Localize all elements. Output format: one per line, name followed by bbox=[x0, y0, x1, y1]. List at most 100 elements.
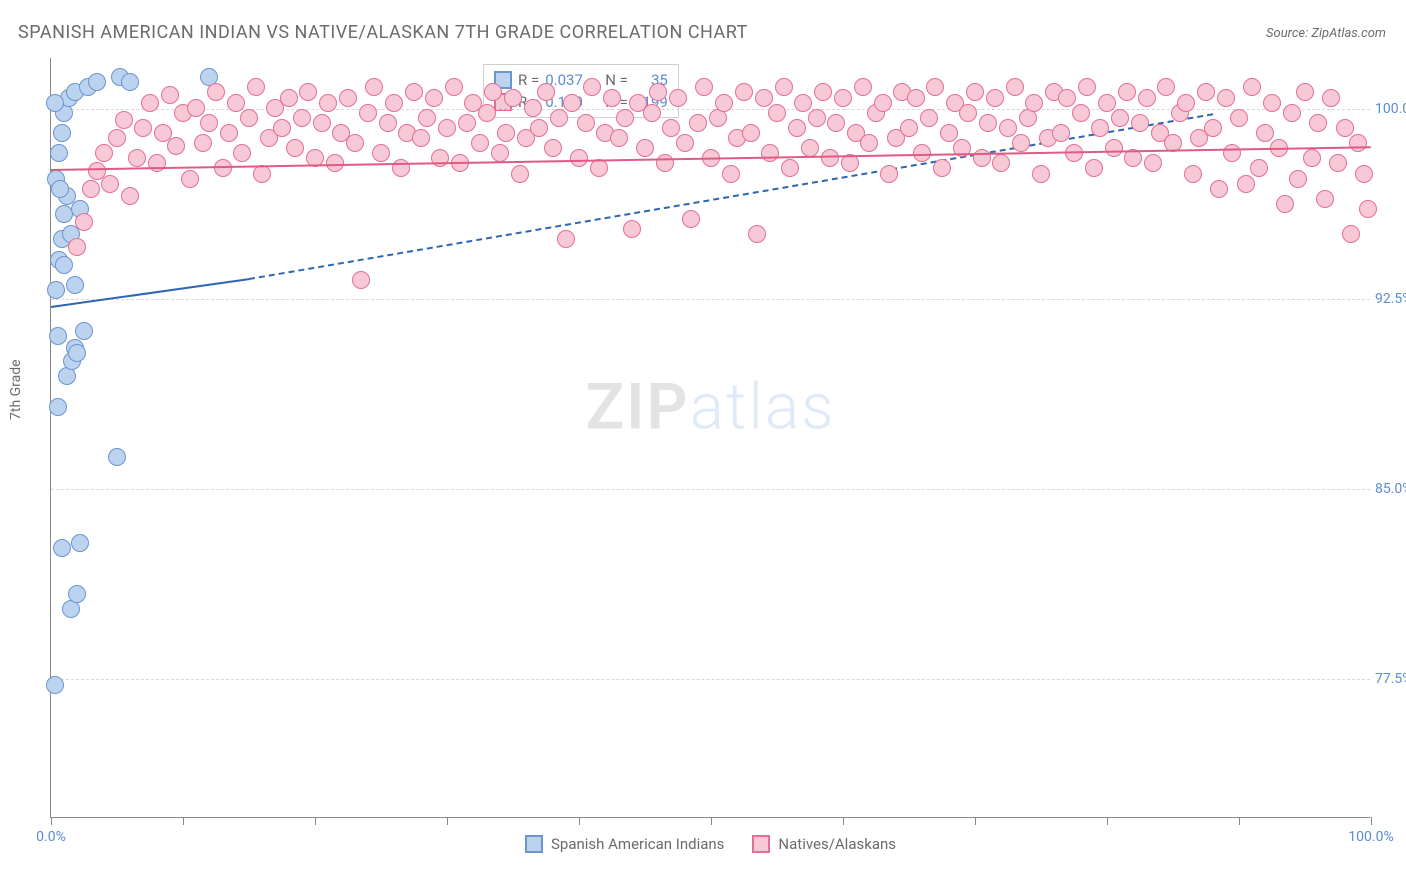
scatter-point bbox=[200, 114, 218, 132]
scatter-point bbox=[194, 134, 212, 152]
scatter-point bbox=[134, 119, 152, 137]
scatter-point bbox=[1138, 89, 1156, 107]
scatter-point bbox=[418, 109, 436, 127]
scatter-point bbox=[128, 149, 146, 167]
scatter-point bbox=[768, 104, 786, 122]
scatter-point bbox=[907, 89, 925, 107]
scatter-point bbox=[445, 78, 463, 96]
scatter-point bbox=[682, 210, 700, 228]
scatter-point bbox=[319, 94, 337, 112]
xtick bbox=[975, 817, 976, 825]
scatter-point bbox=[623, 220, 641, 238]
scatter-point bbox=[1157, 78, 1175, 96]
scatter-point bbox=[1329, 154, 1347, 172]
scatter-point bbox=[1210, 180, 1228, 198]
scatter-point bbox=[46, 676, 64, 694]
xtick bbox=[579, 817, 580, 825]
scatter-point bbox=[346, 134, 364, 152]
scatter-point bbox=[233, 144, 251, 162]
scatter-point bbox=[992, 154, 1010, 172]
scatter-point bbox=[1204, 119, 1222, 137]
scatter-point bbox=[1237, 175, 1255, 193]
scatter-point bbox=[1256, 124, 1274, 142]
scatter-point bbox=[280, 89, 298, 107]
scatter-point bbox=[53, 124, 71, 142]
scatter-point bbox=[161, 86, 179, 104]
scatter-point bbox=[115, 111, 133, 129]
scatter-point bbox=[66, 276, 84, 294]
scatter-point bbox=[636, 139, 654, 157]
scatter-point bbox=[781, 159, 799, 177]
scatter-point bbox=[689, 114, 707, 132]
scatter-point bbox=[1184, 165, 1202, 183]
scatter-point bbox=[68, 238, 86, 256]
legend-swatch bbox=[752, 835, 770, 853]
xtick bbox=[315, 817, 316, 825]
xtick bbox=[1371, 817, 1372, 825]
scatter-point bbox=[1098, 94, 1116, 112]
scatter-point bbox=[286, 139, 304, 157]
scatter-point bbox=[775, 78, 793, 96]
ytick-label: 77.5% bbox=[1375, 671, 1406, 687]
scatter-point bbox=[557, 230, 575, 248]
legend-n-label: N = bbox=[605, 69, 628, 91]
scatter-point bbox=[51, 180, 69, 198]
scatter-point bbox=[808, 109, 826, 127]
legend-series-name: Natives/Alaskans bbox=[778, 835, 896, 853]
scatter-point bbox=[1296, 83, 1314, 101]
scatter-point bbox=[1309, 114, 1327, 132]
gridline bbox=[51, 489, 1370, 490]
watermark-atlas: atlas bbox=[690, 370, 836, 445]
scatter-point bbox=[643, 104, 661, 122]
legend-series-name: Spanish American Indians bbox=[551, 835, 724, 853]
scatter-point bbox=[1072, 104, 1090, 122]
scatter-point bbox=[148, 154, 166, 172]
scatter-point bbox=[313, 114, 331, 132]
legend-item: Natives/Alaskans bbox=[752, 835, 896, 853]
scatter-point bbox=[880, 165, 898, 183]
scatter-point bbox=[1349, 134, 1367, 152]
scatter-point bbox=[662, 119, 680, 137]
scatter-point bbox=[722, 165, 740, 183]
scatter-point bbox=[372, 144, 390, 162]
scatter-point bbox=[1177, 94, 1195, 112]
scatter-point bbox=[563, 94, 581, 112]
scatter-point bbox=[537, 83, 555, 101]
scatter-point bbox=[874, 94, 892, 112]
scatter-point bbox=[1025, 94, 1043, 112]
scatter-point bbox=[933, 159, 951, 177]
scatter-point bbox=[504, 89, 522, 107]
scatter-point bbox=[834, 89, 852, 107]
scatter-point bbox=[425, 89, 443, 107]
scatter-point bbox=[814, 83, 832, 101]
scatter-point bbox=[999, 119, 1017, 137]
scatter-point bbox=[82, 180, 100, 198]
chart-title: SPANISH AMERICAN INDIAN VS NATIVE/ALASKA… bbox=[18, 22, 748, 43]
gridline bbox=[51, 679, 1370, 680]
watermark: ZIPatlas bbox=[585, 370, 835, 445]
scatter-point bbox=[108, 448, 126, 466]
scatter-point bbox=[1263, 94, 1281, 112]
scatter-point bbox=[352, 271, 370, 289]
scatter-point bbox=[412, 129, 430, 147]
watermark-zip: ZIP bbox=[585, 370, 689, 445]
scatter-point bbox=[1342, 225, 1360, 243]
xtick bbox=[51, 817, 52, 825]
scatter-point bbox=[695, 78, 713, 96]
scatter-point bbox=[46, 94, 64, 112]
scatter-point bbox=[940, 124, 958, 142]
scatter-point bbox=[821, 149, 839, 167]
scatter-point bbox=[181, 170, 199, 188]
scatter-point bbox=[108, 129, 126, 147]
scatter-point bbox=[761, 144, 779, 162]
scatter-point bbox=[431, 149, 449, 167]
scatter-point bbox=[1223, 144, 1241, 162]
scatter-point bbox=[339, 89, 357, 107]
scatter-point bbox=[227, 94, 245, 112]
scatter-point bbox=[715, 94, 733, 112]
scatter-point bbox=[1052, 124, 1070, 142]
scatter-point bbox=[71, 534, 89, 552]
scatter-point bbox=[524, 99, 542, 117]
scatter-point bbox=[293, 109, 311, 127]
scatter-point bbox=[860, 134, 878, 152]
